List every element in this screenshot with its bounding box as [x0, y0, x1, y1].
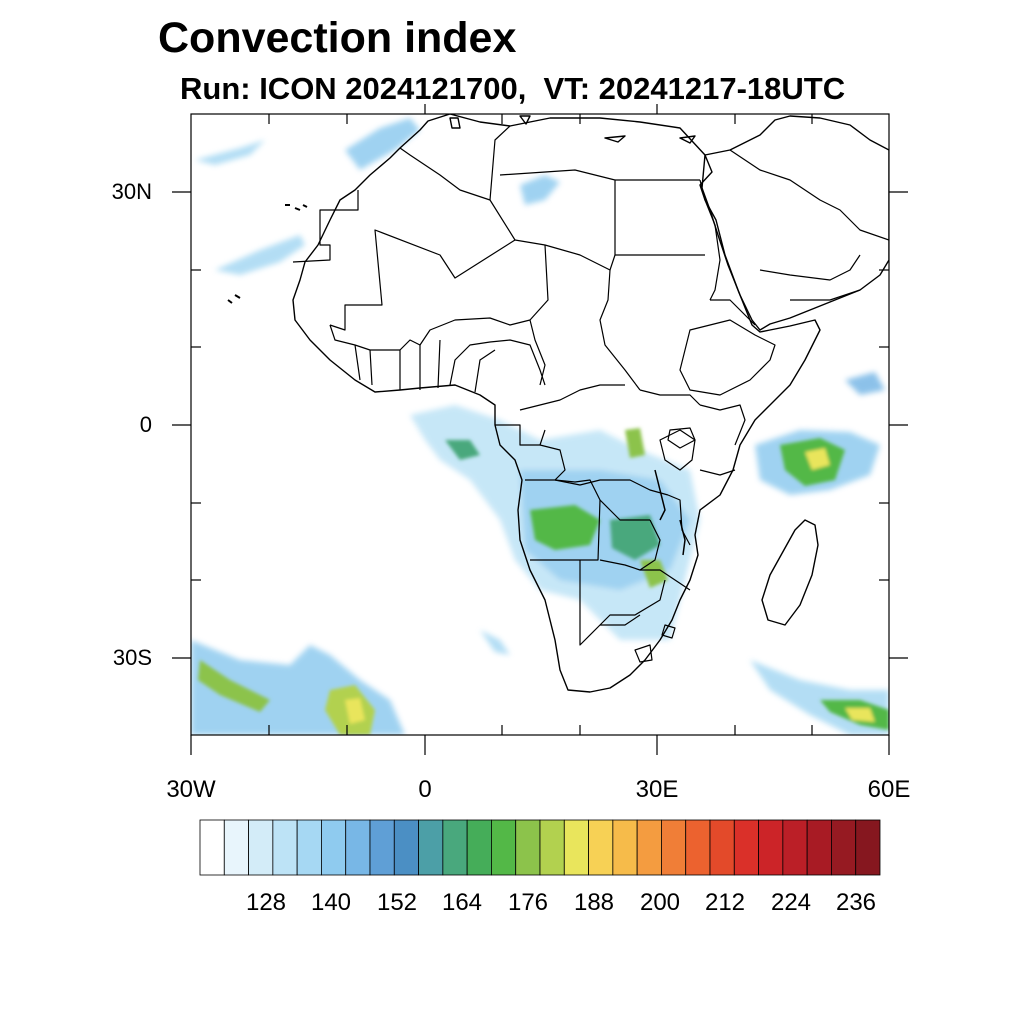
colorbar-box: [709, 819, 735, 876]
country-borders: [292, 125, 889, 663]
convection-core-south-atlantic-hot: [345, 698, 365, 724]
colorbar-box: [393, 819, 419, 876]
lat-label-30s: 30S: [112, 645, 152, 670]
colorbar-box: [588, 819, 614, 876]
colorbar-label: 176: [507, 889, 549, 916]
colorbar-box: [539, 819, 565, 876]
lake-tanganyika: [654, 469, 666, 521]
convection-core-lake-region: [625, 428, 645, 458]
colorbar-box: [685, 819, 711, 876]
colorbar-box: [466, 819, 492, 876]
convection-core-angola: [530, 505, 600, 550]
convection-core-mozambique: [640, 560, 668, 588]
map-subtitle: Run: ICON 2024121700, VT: 20241217-18UTC: [180, 71, 846, 106]
canary-islands: [285, 204, 308, 211]
lon-label-30w: 30W: [166, 776, 216, 803]
madagascar-coastline: [761, 519, 819, 626]
lake-malawi: [679, 519, 686, 556]
colorbar-box: [223, 819, 249, 876]
convection-area-libya: [520, 175, 560, 205]
colorbar-label: 164: [441, 889, 483, 916]
map-ticks: [172, 104, 908, 755]
africa-outline: [227, 114, 889, 693]
colorbar-box: [515, 819, 541, 876]
convection-area-sw-atlantic-bar: [480, 630, 510, 655]
convection-core-gabon: [445, 440, 480, 460]
colorbar-box: [199, 819, 225, 876]
map-title: Convection index: [158, 14, 517, 62]
colorbar-box: [563, 819, 589, 876]
convection-area-morocco: [345, 118, 420, 170]
colorbar-label: 188: [573, 889, 615, 916]
convection-core-south-indian-hot: [845, 708, 875, 722]
convection-area-canaries: [215, 235, 305, 275]
colorbar-box: [296, 819, 322, 876]
colorbar-box: [272, 819, 298, 876]
colorbar-box: [612, 819, 638, 876]
lon-label-0: 0: [418, 776, 432, 803]
cape-verde: [227, 294, 241, 304]
colorbar-label: 212: [704, 889, 746, 916]
convection-core-indian-ocean-hot: [805, 448, 830, 470]
convection-core-south-atlantic: [198, 660, 270, 712]
africa-coastline: [292, 114, 821, 693]
lat-label-30n: 30N: [111, 179, 152, 204]
convection-core-zambia: [610, 515, 660, 560]
colorbar-label: 224: [770, 889, 812, 916]
colorbar-label: 140: [310, 889, 352, 916]
colorbar-box: [321, 819, 347, 876]
colorbar-label: 236: [835, 889, 877, 916]
colorbar-box: [442, 819, 468, 876]
convection-field: [191, 118, 889, 735]
colorbar-box: [758, 819, 784, 876]
colorbar-box: [855, 819, 881, 876]
colorbar-box: [782, 819, 808, 876]
colorbar-box: [248, 819, 274, 876]
convection-area-ne-madagascar: [845, 372, 885, 395]
convection-area-north-atlantic: [195, 140, 265, 165]
colorbar-box: [491, 819, 517, 876]
colorbar-box: [636, 819, 662, 876]
lake-victoria: [667, 427, 696, 449]
colorbar-box: [806, 819, 832, 876]
colorbar-label: 152: [376, 889, 418, 916]
map-frame: [190, 113, 890, 736]
arabia-coastline: [701, 115, 889, 331]
sardinia-sicily: [449, 115, 531, 129]
colorbar: [199, 819, 881, 876]
colorbar-box: [733, 819, 759, 876]
crete-cyprus: [604, 135, 696, 144]
colorbar-box: [661, 819, 687, 876]
lon-label-30e: 30E: [635, 776, 679, 803]
colorbar-label: 200: [639, 889, 681, 916]
colorbar-box: [418, 819, 444, 876]
colorbar-label: 128: [245, 889, 287, 916]
colorbar-box: [831, 819, 857, 876]
colorbar-box: [369, 819, 395, 876]
lat-label-0: 0: [139, 412, 152, 437]
colorbar-box: [345, 819, 371, 876]
lon-label-60e: 60E: [867, 776, 911, 803]
